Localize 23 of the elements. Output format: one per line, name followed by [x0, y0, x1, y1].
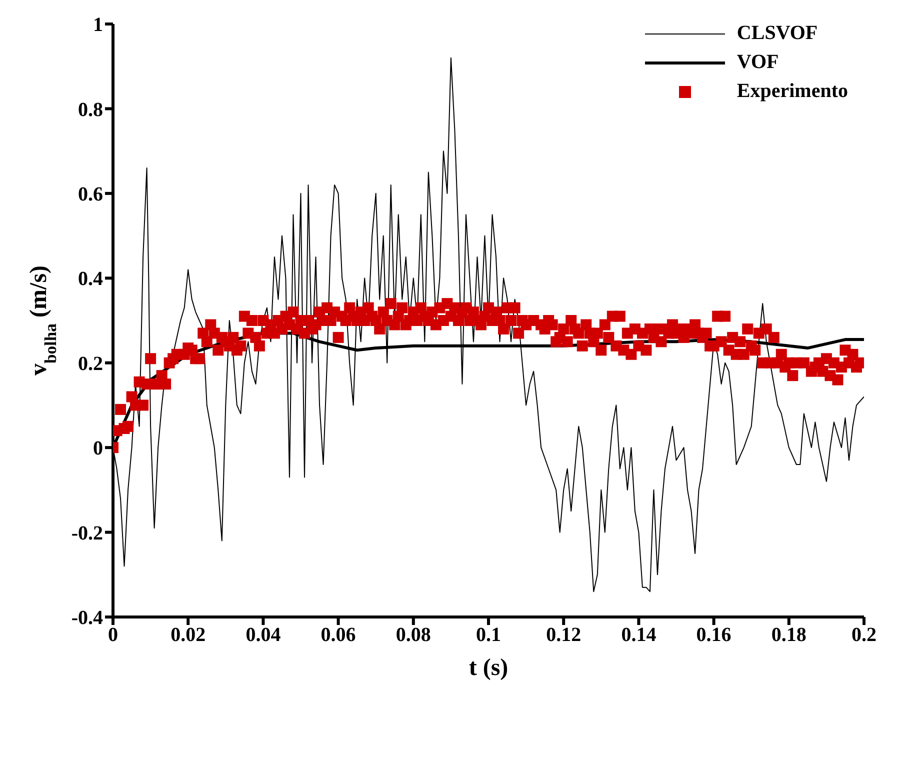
y-tick-label: 0	[93, 438, 103, 460]
x-tick-label: 0.1	[476, 624, 501, 646]
y-tick-label: 0.8	[78, 98, 103, 121]
legend-label: CLSVOF	[736, 22, 818, 45]
x-axis-title: t (s)	[468, 655, 508, 681]
x-tick-label: 0.2	[852, 624, 876, 646]
y-tick-label: 0.6	[78, 184, 103, 206]
x-tick-label: 0.08	[396, 624, 431, 646]
x-tick-label: 0.12	[546, 624, 582, 646]
x-tick-label: 0.18	[771, 624, 806, 646]
y-tick-label: 0.4	[78, 268, 103, 290]
legend-label: VOF	[736, 51, 779, 74]
legend-label: Experimento	[736, 80, 848, 103]
y-tick-label: -0.2	[71, 522, 103, 544]
x-tick-label: 0	[108, 624, 118, 646]
x-tick-label: 0.06	[320, 624, 356, 646]
y-tick-label: -0.4	[71, 607, 103, 630]
y-tick-label: 1	[93, 14, 103, 36]
x-tick-label: 0.14	[621, 624, 656, 646]
x-tick-label: 0.02	[170, 624, 206, 646]
y-tick-label: 0.2	[78, 352, 103, 375]
x-tick-label: 0.16	[696, 624, 732, 646]
x-tick-label: 0.04	[246, 624, 281, 646]
